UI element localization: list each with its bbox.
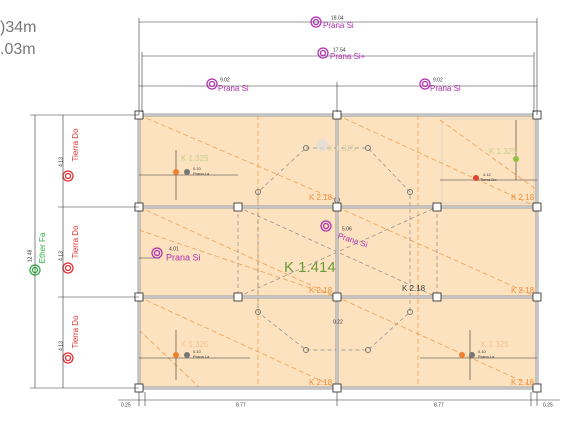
dim-value: 12.48 [27, 250, 33, 263]
dim-value: 8.77 [434, 402, 444, 408]
dim-label: Prana Si [323, 21, 354, 30]
beam-label: K 2.18 [511, 378, 535, 387]
left-dim-lines [30, 114, 139, 389]
dim-label: Tierra Do [71, 225, 80, 259]
dim-value: 8.77 [236, 402, 246, 408]
dim-value: 9.02 [433, 77, 443, 83]
panel-label: K 1.325 [481, 340, 509, 349]
markers [29, 16, 431, 364]
dim-value: 4.13 [58, 341, 64, 351]
panel-label: K 1.325 [489, 147, 517, 156]
center-label: K 1.414 [284, 259, 336, 276]
dim-label: Prana Si [430, 84, 461, 93]
dim-value: 9.02 [220, 77, 230, 83]
beam-label: K 2.18 [511, 286, 535, 295]
small-label: Prana La [478, 354, 495, 359]
panel-label: K 1.325 [181, 154, 209, 163]
top-dim-lines [138, 18, 538, 115]
point-value: 5.06 [342, 226, 352, 232]
small-label: Prana La [193, 171, 210, 176]
small-value: 0.10 [478, 349, 487, 354]
panel-dims [139, 120, 537, 380]
small-value: 4.12 [483, 172, 492, 177]
dim-value: 0.25 [121, 402, 131, 408]
small-value: 0.10 [193, 166, 202, 171]
small-dots [173, 139, 519, 358]
beam-label: K 2.18 [511, 193, 535, 202]
beam-label: K 2.18 [309, 378, 333, 387]
dim-label: Prana Si+ [330, 52, 366, 61]
small-label: Prana La [193, 354, 210, 359]
dim-label: Tierra Do [71, 128, 80, 162]
corner-label: .03m [0, 41, 36, 58]
panel-outline [441, 118, 535, 204]
panel-label: K 1.325 [328, 144, 356, 153]
beam-label: K 2.18 [402, 284, 426, 293]
dim-value: 18.04 [331, 15, 344, 21]
octagon [237, 145, 438, 391]
beam-label: K 2.18 [309, 286, 333, 295]
dim-value: 0.25 [543, 402, 553, 408]
dim-value: 17.54 [333, 47, 346, 53]
gap-value: 0.22 [333, 319, 343, 325]
dim-value: 4.13 [58, 157, 64, 167]
dim-label: Ether Fa [38, 232, 47, 263]
point-label: Prana Si [166, 252, 201, 262]
corner-label: )34m [0, 19, 36, 36]
dim-label: Prana Si [218, 84, 249, 93]
dim-value: 4.13 [58, 251, 64, 261]
beam-label: K 2.18 [309, 193, 333, 202]
panel-label: K 1.325 [181, 340, 209, 349]
small-value: 0.10 [193, 349, 202, 354]
bottom-dim-lines [118, 392, 560, 406]
point-value: 4.01 [169, 246, 179, 252]
dim-label: Tierra Do [71, 315, 80, 349]
small-label: Tierra Do [480, 177, 497, 182]
